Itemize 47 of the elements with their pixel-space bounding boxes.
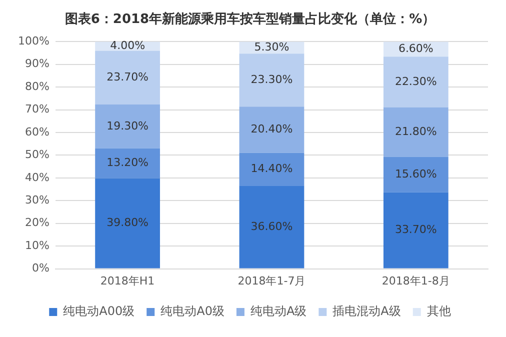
y-tick-label: 0% (32, 262, 50, 275)
data-label: 4.00% (110, 39, 146, 52)
data-label: 36.60% (250, 220, 293, 233)
bar (95, 178, 160, 268)
data-label: 15.60% (394, 167, 437, 180)
legend-label: 纯电动A00级 (63, 304, 135, 318)
data-label: 22.30% (394, 74, 437, 88)
data-label: 23.70% (106, 70, 149, 84)
y-tick-label: 10% (24, 238, 50, 252)
bar (95, 148, 160, 178)
bar (383, 192, 448, 268)
x-tick-label: 2018年1-7月 (238, 274, 306, 288)
data-label: 21.80% (394, 124, 437, 138)
data-label: 20.40% (250, 122, 293, 136)
y-tick-label: 20% (24, 216, 50, 230)
legend-label: 纯电动A级 (250, 304, 307, 318)
data-label: 33.70% (394, 223, 437, 236)
bar (95, 104, 160, 148)
bar (239, 54, 304, 107)
chart-title: 图表6：2018年新能源乘用车按车型销量占比变化（单位：%） (64, 11, 436, 28)
bar (383, 156, 448, 192)
x-tick-label: 2018年1-8月 (382, 274, 450, 288)
data-label: 23.30% (250, 72, 293, 86)
bar (239, 186, 304, 268)
legend-label: 插电混动A级 (332, 304, 401, 318)
y-tick-label: 60% (24, 125, 50, 138)
y-tick-label: 40% (24, 170, 50, 184)
bar (383, 56, 448, 108)
bar (239, 106, 304, 153)
bar (383, 107, 448, 157)
y-tick-label: 80% (24, 80, 50, 93)
y-tick-label: 90% (24, 57, 50, 70)
legend-label: 其他 (426, 304, 451, 318)
y-tick-label: 70% (24, 102, 50, 116)
data-label: 6.60% (398, 42, 434, 55)
data-label: 14.40% (250, 162, 293, 176)
data-label: 39.80% (106, 216, 149, 230)
x-tick-label: 2018年H1 (100, 274, 155, 288)
legend-label: 纯电动A0级 (160, 304, 224, 318)
data-label: 13.20% (106, 156, 149, 170)
data-label: 5.30% (254, 40, 290, 54)
bar (95, 50, 160, 105)
y-tick-label: 50% (24, 148, 50, 162)
bar (239, 152, 304, 186)
y-tick-label: 30% (24, 194, 50, 206)
y-tick-label: 100% (18, 34, 50, 48)
data-label: 19.30% (106, 119, 149, 132)
